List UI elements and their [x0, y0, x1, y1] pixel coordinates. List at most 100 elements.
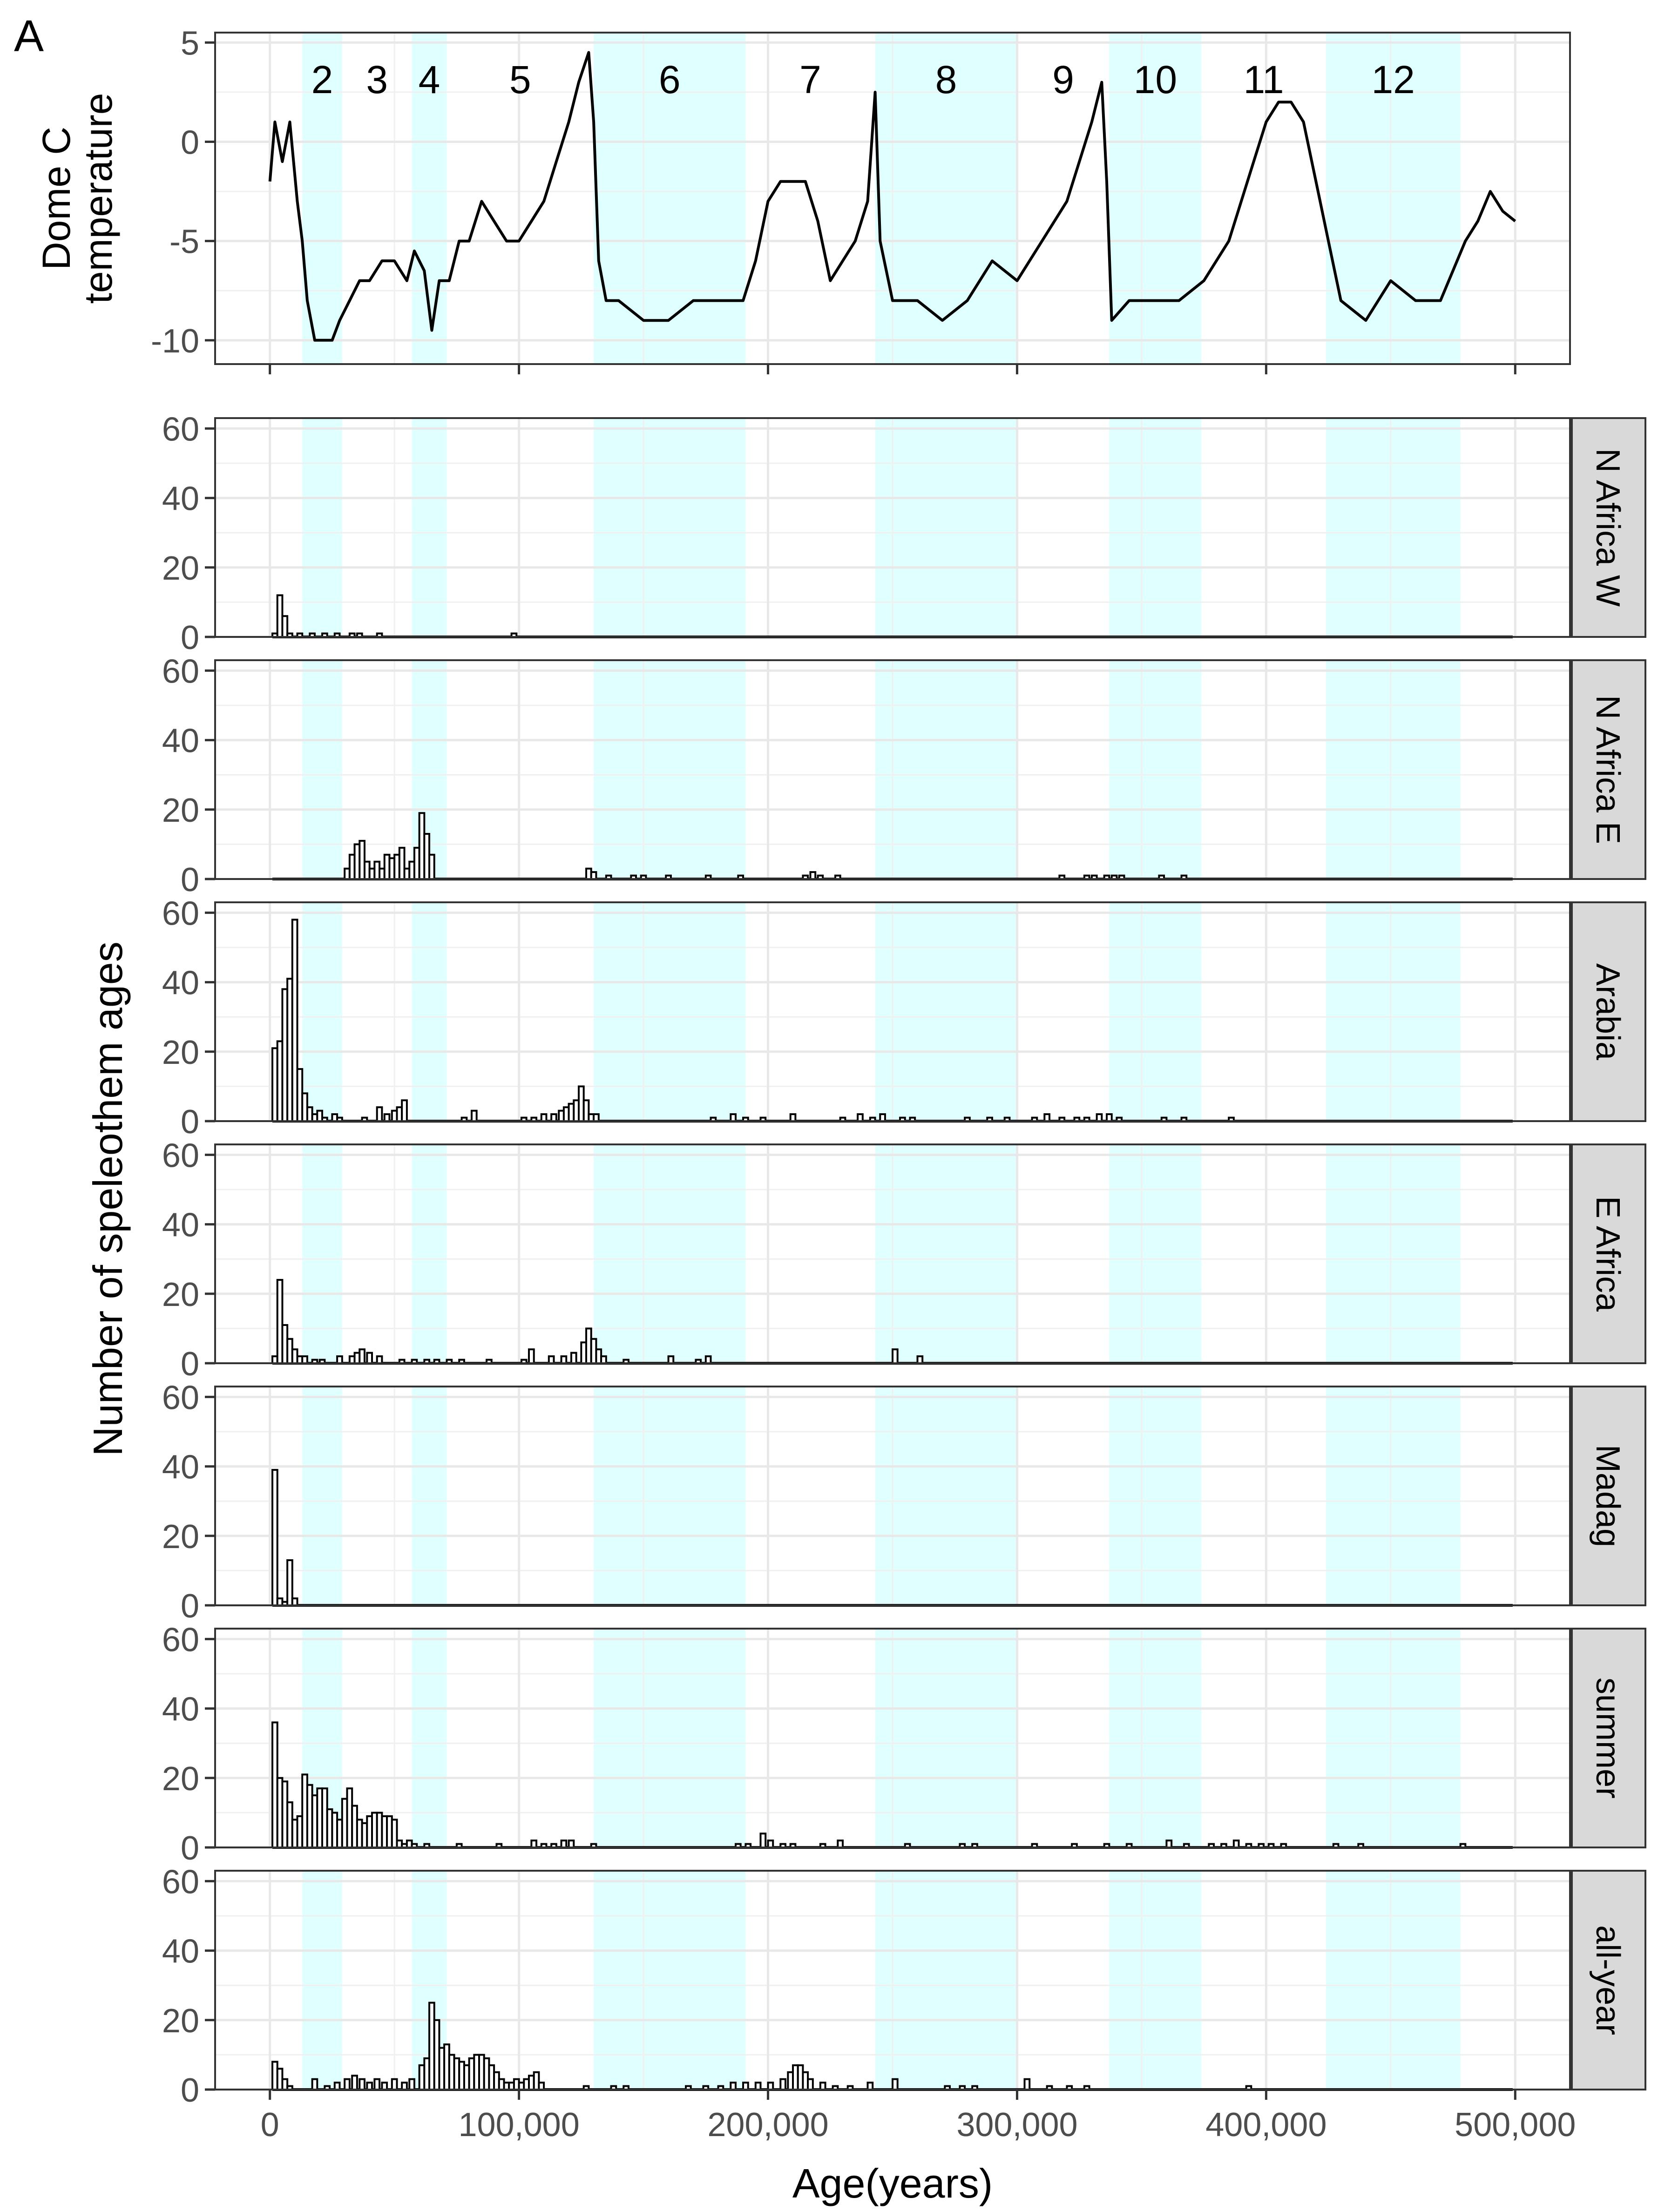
panel-madag-mis-band-10: [1109, 1387, 1202, 1605]
panel-n-africa-e-bar: [428, 853, 435, 880]
panel-arabia-bar: [857, 1113, 864, 1122]
panel-summer-bar: [530, 1840, 538, 1848]
count-panels: 0 20 40 60 N Africa W 0 20 40 60 N Africa E 0 20 40 6…: [162, 411, 1646, 2109]
panel-all-year-mis-band-6: [594, 1871, 746, 2090]
panel-madag-mis-band-4: [412, 1387, 447, 1605]
panel-summer-y-tick-label: 60: [162, 1621, 199, 1658]
panel-e-africa-bar: [359, 1348, 365, 1364]
panel-n-africa-e-bar: [809, 871, 817, 880]
panel-n-africa-e-mis-band-6: [594, 660, 746, 879]
panel-all-year-mis-band-2: [302, 1871, 342, 2090]
panel-madag-bar: [271, 1469, 278, 1606]
panel-all-year-y-tick-label: 0: [181, 2072, 199, 2109]
panel-arabia-strip-label: Arabia: [1589, 963, 1626, 1061]
panel-all-year-bar: [351, 2075, 358, 2090]
panel-tag: A: [14, 11, 44, 61]
x-tick-label: 200,000: [707, 2106, 828, 2144]
panel-all-year: 0 20 40 60 all-year: [162, 1863, 1646, 2109]
panel-n-africa-w-mis-band-6: [594, 418, 746, 637]
panel-summer-bar: [837, 1840, 844, 1848]
panel-e-africa-y-tick-label: 20: [162, 1276, 199, 1313]
panel-e-africa-y-tick-label: 0: [181, 1346, 199, 1383]
panel-e-africa-y-tick-label: 40: [162, 1207, 199, 1244]
panel-all-year-bar: [892, 2078, 899, 2091]
panel-madag-mis-band-2: [302, 1387, 342, 1605]
panel-e-africa-bar: [548, 1355, 555, 1364]
panel-n-africa-w-strip: [1571, 417, 1646, 638]
panel-e-africa-bar: [667, 1355, 675, 1364]
panel-n-africa-e-y-tick-label: 40: [162, 723, 199, 760]
panel-e-africa-mis-band-4: [412, 1144, 447, 1363]
temperature-line: [268, 51, 1516, 342]
panel-all-year-y-tick-label: 20: [162, 2002, 199, 2040]
panel-n-africa-e-strip-label: N Africa E: [1589, 695, 1626, 844]
panel-summer-y-tick-label: 20: [162, 1760, 199, 1798]
panel-e-africa-mis-band-8: [875, 1144, 1017, 1363]
panel-e-africa-bar: [528, 1348, 535, 1364]
panel-summer-panel-border: [214, 1628, 1571, 1848]
mis-label-11: 11: [1243, 58, 1284, 101]
panel-summer-mis-band-12: [1326, 1629, 1461, 1847]
panel-e-africa-bar: [704, 1355, 712, 1364]
panel-n-africa-w-y-tick-label: 20: [162, 550, 199, 587]
panel-madag-mis-band-12: [1326, 1387, 1461, 1605]
panel-arabia-mis-band-6: [594, 902, 746, 1121]
panel-arabia-bar: [550, 1113, 557, 1122]
panel-arabia-y-tick-label: 60: [162, 895, 199, 932]
panel-n-africa-w-y-tick-label: 40: [162, 480, 199, 518]
panel-all-year-strip-label: all-year: [1589, 1925, 1626, 2035]
panel-summer-y-tick-label: 0: [181, 1830, 199, 1867]
panel-arabia-bar: [593, 1113, 600, 1122]
panel-arabia-bar: [1043, 1113, 1051, 1122]
panel-arabia-bar: [1106, 1113, 1113, 1122]
panel-e-africa-mis-band-6: [594, 1144, 746, 1363]
panel-all-year-bar: [359, 2078, 365, 2091]
panel-n-africa-w-mis-band-10: [1109, 418, 1202, 637]
panel-madag-y-tick-label: 40: [162, 1449, 199, 1486]
mis-label-6: 6: [659, 58, 681, 101]
mis-label-4: 4: [419, 58, 440, 101]
panel-all-year-bar: [366, 2082, 373, 2091]
panel-e-africa: 0 20 40 60 E Africa: [162, 1137, 1646, 1383]
panel-e-africa-mis-band-2: [302, 1144, 342, 1363]
panel-arabia-mis-band-2: [302, 902, 342, 1121]
mis-label-5: 5: [509, 58, 531, 101]
panel-summer-mis-band-10: [1109, 1629, 1202, 1847]
panel-arabia-bar: [470, 1109, 478, 1123]
panel-all-year-bar: [1023, 2078, 1031, 2091]
panel-arabia-mis-band-10: [1109, 902, 1202, 1121]
panel-n-africa-e-y-tick-label: 60: [162, 653, 199, 690]
panel-arabia-mis-band-4: [412, 902, 447, 1121]
panel-all-year-bar: [819, 2082, 826, 2091]
x-axis: 0 100,000 200,000 300,000 400,000 500,000: [261, 364, 1576, 2144]
panel-arabia-bar: [401, 1099, 408, 1122]
panel-arabia-y-tick-label: 40: [162, 965, 199, 1002]
panel-arabia-y-tick-label: 0: [181, 1103, 199, 1141]
panel-arabia-bar: [730, 1113, 737, 1122]
panel-arabia-mis-band-12: [1326, 902, 1461, 1121]
panel-all-year-bar: [391, 2078, 398, 2091]
panel-madag-mis-band-8: [875, 1387, 1017, 1605]
temperature-y-title-line2: temperature: [76, 93, 120, 304]
panel-e-africa-strip: [1571, 1143, 1646, 1364]
panel-all-year-y-tick-label: 40: [162, 1933, 199, 1970]
panel-all-year-y-tick-label: 60: [162, 1863, 199, 1901]
mis-label-12: 12: [1371, 58, 1414, 101]
panel-all-year-bar: [807, 2078, 814, 2091]
mis-label-8: 8: [935, 58, 957, 101]
x-tick-label: 500,000: [1455, 2106, 1576, 2144]
panel-arabia-bar: [376, 1106, 383, 1122]
panel-all-year-bar: [767, 2082, 774, 2091]
panel-e-africa-bar: [570, 1352, 577, 1365]
panel-arabia-strip: [1571, 901, 1646, 1122]
panel-e-africa-bar: [376, 1355, 383, 1364]
panel-n-africa-e-mis-band-10: [1109, 660, 1202, 879]
panel-madag: 0 20 40 60 Madag: [162, 1379, 1646, 1625]
panel-summer-bar: [1232, 1840, 1240, 1848]
panel-n-africa-w: 0 20 40 60 N Africa W: [162, 411, 1646, 656]
panel-summer-y-tick-label: 40: [162, 1691, 199, 1728]
panel-summer-bar: [560, 1840, 568, 1848]
panel-arabia-y-tick-label: 20: [162, 1034, 199, 1071]
panel-n-africa-w-y-tick-label: 0: [181, 619, 199, 656]
